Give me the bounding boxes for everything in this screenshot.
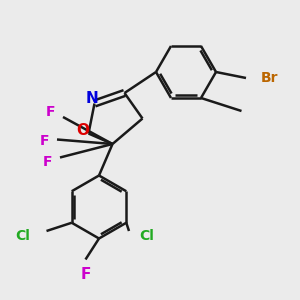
Text: Cl: Cl	[15, 229, 30, 242]
Text: N: N	[86, 91, 98, 106]
Text: F: F	[80, 267, 91, 282]
Text: Br: Br	[261, 71, 278, 85]
Text: F: F	[40, 134, 50, 148]
Text: F: F	[46, 105, 56, 118]
Text: O: O	[76, 123, 89, 138]
Text: F: F	[43, 155, 52, 169]
Text: Cl: Cl	[140, 229, 154, 242]
